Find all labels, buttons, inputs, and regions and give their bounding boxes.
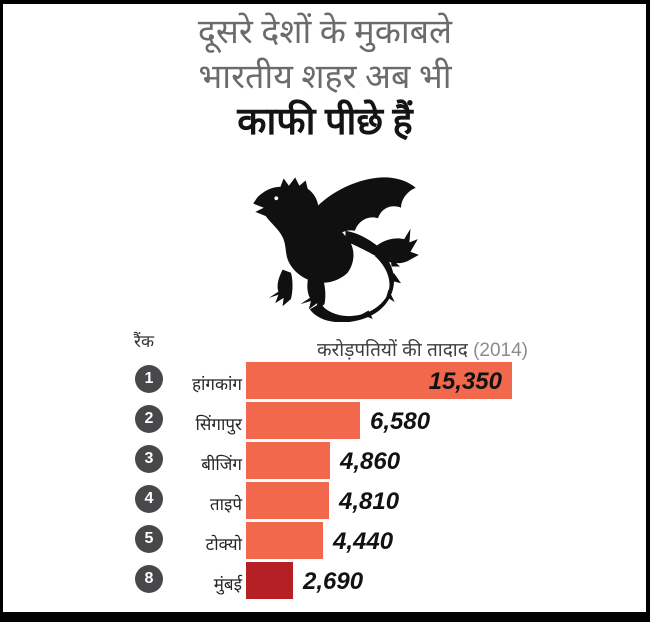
bar xyxy=(246,362,512,399)
city-label: मुंबई xyxy=(213,575,242,594)
value-column-header: करोड़पतियों की तादाद (2014) xyxy=(317,336,528,362)
bar xyxy=(246,522,323,559)
bar-value: 4,810 xyxy=(339,488,400,515)
bar-value: 15,350 xyxy=(428,368,502,395)
city-label: सिंगापुर xyxy=(195,415,242,434)
rank-badge: 3 xyxy=(135,445,163,473)
bar-value: 6,580 xyxy=(370,408,431,435)
bar xyxy=(246,442,330,479)
bar-highlight xyxy=(246,562,293,599)
city-label: बीजिंग xyxy=(201,455,242,474)
rank-badge: 4 xyxy=(135,485,163,513)
rank-column-header: रैंक xyxy=(134,332,155,351)
value-header-text: करोड़पतियों की तादाद xyxy=(316,340,468,361)
bar-value: 4,860 xyxy=(340,448,401,475)
rank-badge: 5 xyxy=(135,525,163,553)
value-header-year: (2014) xyxy=(473,340,528,361)
bar xyxy=(246,402,360,439)
dragon-eye xyxy=(274,196,279,201)
bar-value: 2,690 xyxy=(303,568,364,595)
city-label: ताइपे xyxy=(209,495,242,514)
title-line-1: दूसरे देशों के मुकाबले xyxy=(197,14,453,51)
page-title: दूसरे देशों के मुकाबले भारतीय शहर अब भी … xyxy=(0,10,650,145)
dragon-icon xyxy=(253,177,419,322)
rank-badge: 1 xyxy=(135,365,163,393)
rank-badge: 8 xyxy=(135,565,163,593)
title-line-3: काफी पीछे हैं xyxy=(237,101,413,143)
rank-badge: 2 xyxy=(135,405,163,433)
bar xyxy=(246,482,329,519)
city-label: हांगकांग xyxy=(191,375,242,394)
city-label: टोक्यो xyxy=(205,535,242,554)
bar-value: 4,440 xyxy=(333,528,394,555)
title-line-2: भारतीय शहर अब भी xyxy=(198,59,452,96)
